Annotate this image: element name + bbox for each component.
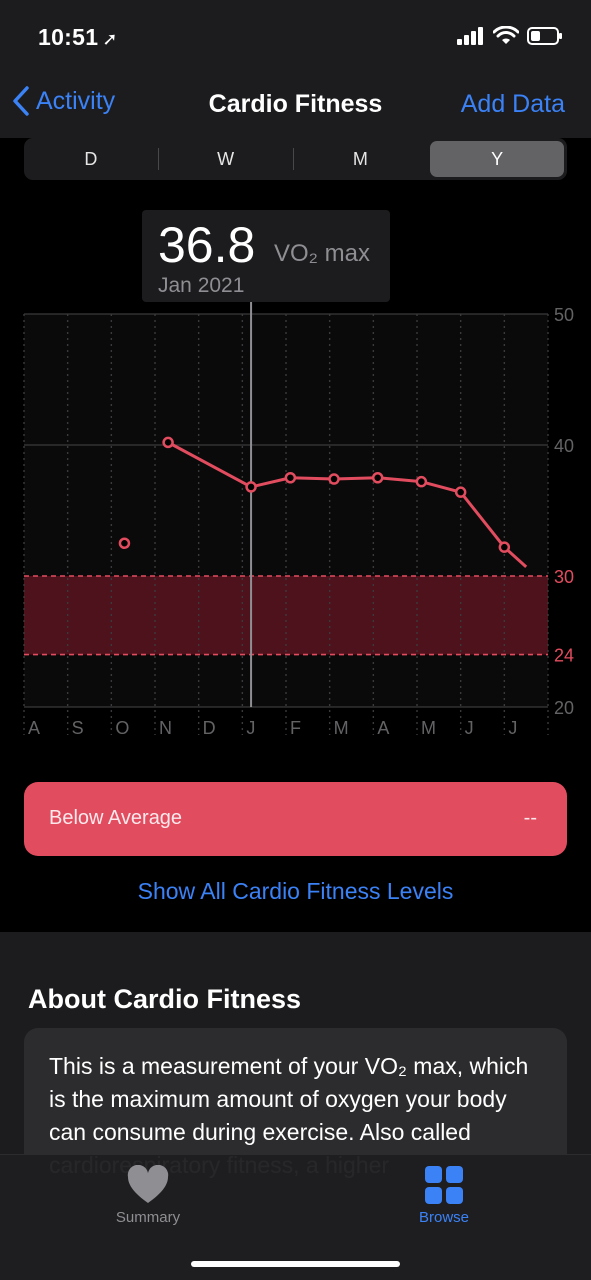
y-tick-label: 24 (554, 646, 574, 666)
x-tick-label: S (72, 718, 84, 738)
status-bar: 10:51 ➚ (0, 0, 591, 76)
status-icons (457, 26, 563, 46)
tab-summary-label: Summary (115, 1209, 181, 1226)
fitness-level-label: Below Average (49, 807, 183, 829)
signal-icon (457, 27, 483, 45)
x-tick-label: J (465, 718, 474, 738)
y-tick-label: 20 (554, 698, 574, 718)
segment-divider (157, 148, 159, 170)
wifi-icon (493, 26, 519, 44)
fitness-level-value: -- (523, 807, 537, 829)
tab-browse-label: Browse (418, 1209, 470, 1226)
fitness-level-row[interactable]: Below Average -- (24, 782, 567, 856)
heart-icon (127, 1165, 169, 1203)
clock-text: 10:51 (38, 24, 99, 50)
x-tick-label: O (115, 718, 129, 738)
tab-browse[interactable]: Browse (392, 1165, 496, 1226)
y-tick-label: 40 (554, 436, 574, 456)
x-tick-label: A (377, 718, 389, 738)
data-point (498, 541, 511, 553)
home-indicator (191, 1261, 400, 1267)
data-point (415, 475, 428, 488)
x-tick-label: A (28, 718, 40, 738)
y-tick-label: 30 (554, 567, 574, 587)
selected-date: Jan 2021 (158, 274, 245, 297)
location-arrow-icon: ➚ (102, 29, 118, 49)
vo2-unit-label: VO₂ max (274, 240, 370, 267)
add-data-button[interactable]: Add Data (460, 90, 565, 118)
grid-icon (425, 1166, 463, 1204)
status-time: 10:51 ➚ (38, 24, 118, 51)
x-tick-label: N (159, 718, 172, 738)
tab-summary[interactable]: Summary (96, 1165, 200, 1226)
page-title: Cardio Fitness (208, 90, 383, 118)
data-point (454, 486, 467, 498)
tab-bar: Summary Browse (0, 1154, 591, 1280)
show-all-levels-link[interactable]: Show All Cardio Fitness Levels (137, 878, 454, 904)
x-tick-label: F (290, 718, 301, 738)
segment-month[interactable]: M (352, 149, 368, 169)
battery-icon (527, 27, 562, 45)
back-label: Activity (36, 86, 116, 115)
x-tick-label: D (203, 718, 216, 738)
about-title: About Cardio Fitness (28, 984, 302, 1014)
data-point (284, 472, 297, 484)
cardio-fitness-chart[interactable]: 50 40 30 24 20 A S O N D J F M A M J J (0, 200, 591, 750)
selected-vo2-value: 36.8 (158, 217, 256, 273)
data-point (371, 472, 384, 484)
segment-week[interactable]: W (217, 149, 235, 169)
data-point (162, 436, 174, 449)
data-point (245, 481, 257, 493)
data-point (328, 473, 340, 485)
x-tick-label: M (421, 718, 436, 738)
x-tick-label: M (334, 718, 349, 738)
time-range-segmented-control: D W M Y (24, 138, 567, 180)
selected-value-callout: 36.8 VO₂ max Jan 2021 (142, 210, 390, 302)
back-button[interactable]: Activity (12, 86, 115, 116)
segment-divider (292, 148, 294, 170)
navigation-bar: Activity Cardio Fitness Add Data (0, 76, 591, 138)
segment-day[interactable]: D (84, 149, 98, 169)
segment-year[interactable]: Y (430, 141, 564, 177)
y-tick-label: 50 (554, 305, 574, 325)
chevron-left-icon (13, 86, 29, 116)
data-point (118, 537, 131, 549)
x-tick-label: J (508, 718, 517, 738)
x-tick-label: J (246, 718, 255, 738)
